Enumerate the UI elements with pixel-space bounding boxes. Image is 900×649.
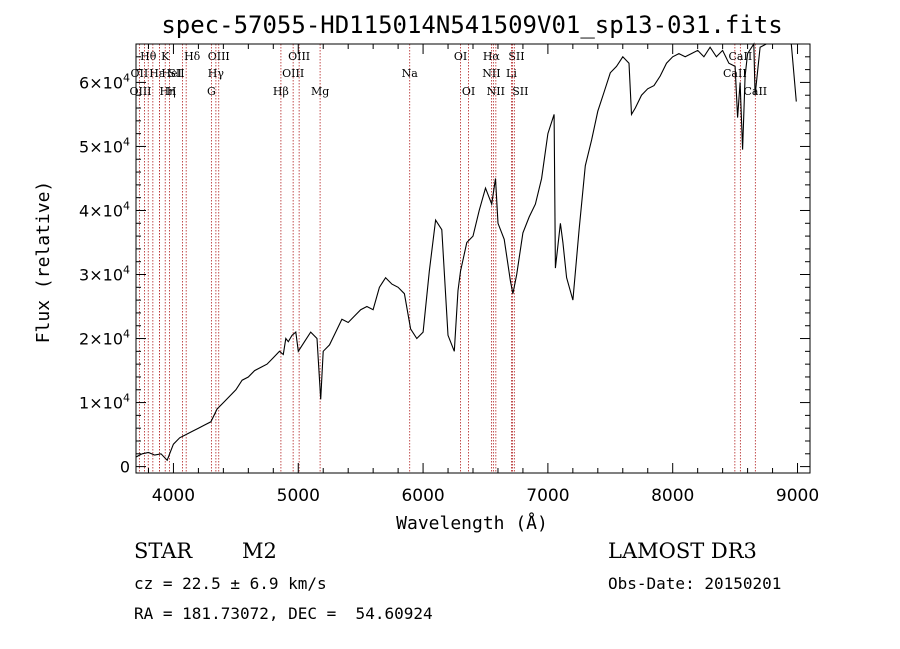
line-label-3: Hε (149, 67, 165, 80)
line-label-21: NII (482, 67, 500, 80)
line-label-15: OIII (288, 50, 310, 63)
line-label-11: Hγ (208, 67, 225, 80)
object-subclass: M2 (242, 539, 277, 563)
y-ticks: 0 1×104 2×104 3×104 4×104 5×104 6×104 (79, 56, 810, 477)
line-label-19: OI (462, 85, 475, 98)
line-label-26: CaII (729, 50, 753, 63)
line-label-10: OIII (208, 50, 230, 63)
x-tick-label: 6000 (401, 486, 444, 506)
line-label-18: OI (454, 50, 467, 63)
ra-dec: RA = 181.73072, DEC = 54.60924 (134, 604, 433, 623)
line-label-12: G (207, 85, 216, 98)
y-axis-label: Flux (relative) (33, 181, 54, 344)
survey-name: LAMOST DR3 (608, 539, 757, 563)
object-class: STAR (134, 539, 193, 563)
x-ticks: 4000 5000 6000 7000 8000 9000 (147, 44, 819, 506)
line-label-24: Li (506, 67, 517, 80)
plot-frame (135, 43, 811, 474)
line-label-2: OIII (129, 85, 151, 98)
line-label-6: H (167, 85, 177, 98)
x-axis-label: Wavelength (Å) (396, 512, 548, 534)
line-label-8: SII (168, 67, 184, 80)
line-label-13: Hβ (273, 85, 289, 98)
x-tick-label: 8000 (651, 486, 694, 506)
line-label-1: OII (131, 67, 149, 80)
line-label-9: Hδ (184, 50, 201, 63)
y-tick-label: 5×104 (79, 135, 130, 156)
redshift-cz: cz = 22.5 ± 6.9 km/s (134, 574, 327, 593)
line-label-17: Na (402, 67, 419, 80)
y-tick-label: 1×104 (79, 392, 130, 413)
line-label-25: SII (512, 85, 528, 98)
line-label-16: Mg (311, 85, 329, 98)
y-tick-label: 3×104 (79, 264, 130, 285)
line-label-4: Hη (159, 85, 175, 98)
y-tick-label: 4×104 (79, 199, 130, 220)
line-label-7: HeI (161, 67, 181, 80)
y-tick-label: 6×104 (79, 71, 130, 92)
line-label-22: NII (487, 85, 505, 98)
x-tick-label: 7000 (526, 486, 569, 506)
spectrum-line (135, 42, 797, 462)
obs-date: Obs-Date: 20150201 (608, 574, 782, 593)
line-label-27: CaII (723, 67, 747, 80)
chart-title: spec-57055-HD115014N541509V01_sp13-031.f… (161, 11, 782, 39)
y-tick-label: 0 (120, 458, 130, 477)
y-tick-label: 2×104 (79, 328, 130, 349)
x-tick-label: 5000 (277, 486, 320, 506)
x-tick-label: 4000 (152, 486, 195, 506)
line-label-14: OIII (282, 67, 304, 80)
line-label-23: SII (508, 50, 524, 63)
x-tick-label: 9000 (776, 486, 819, 506)
line-label-0: Hθ (140, 50, 157, 63)
line-label-5: K (161, 50, 170, 63)
